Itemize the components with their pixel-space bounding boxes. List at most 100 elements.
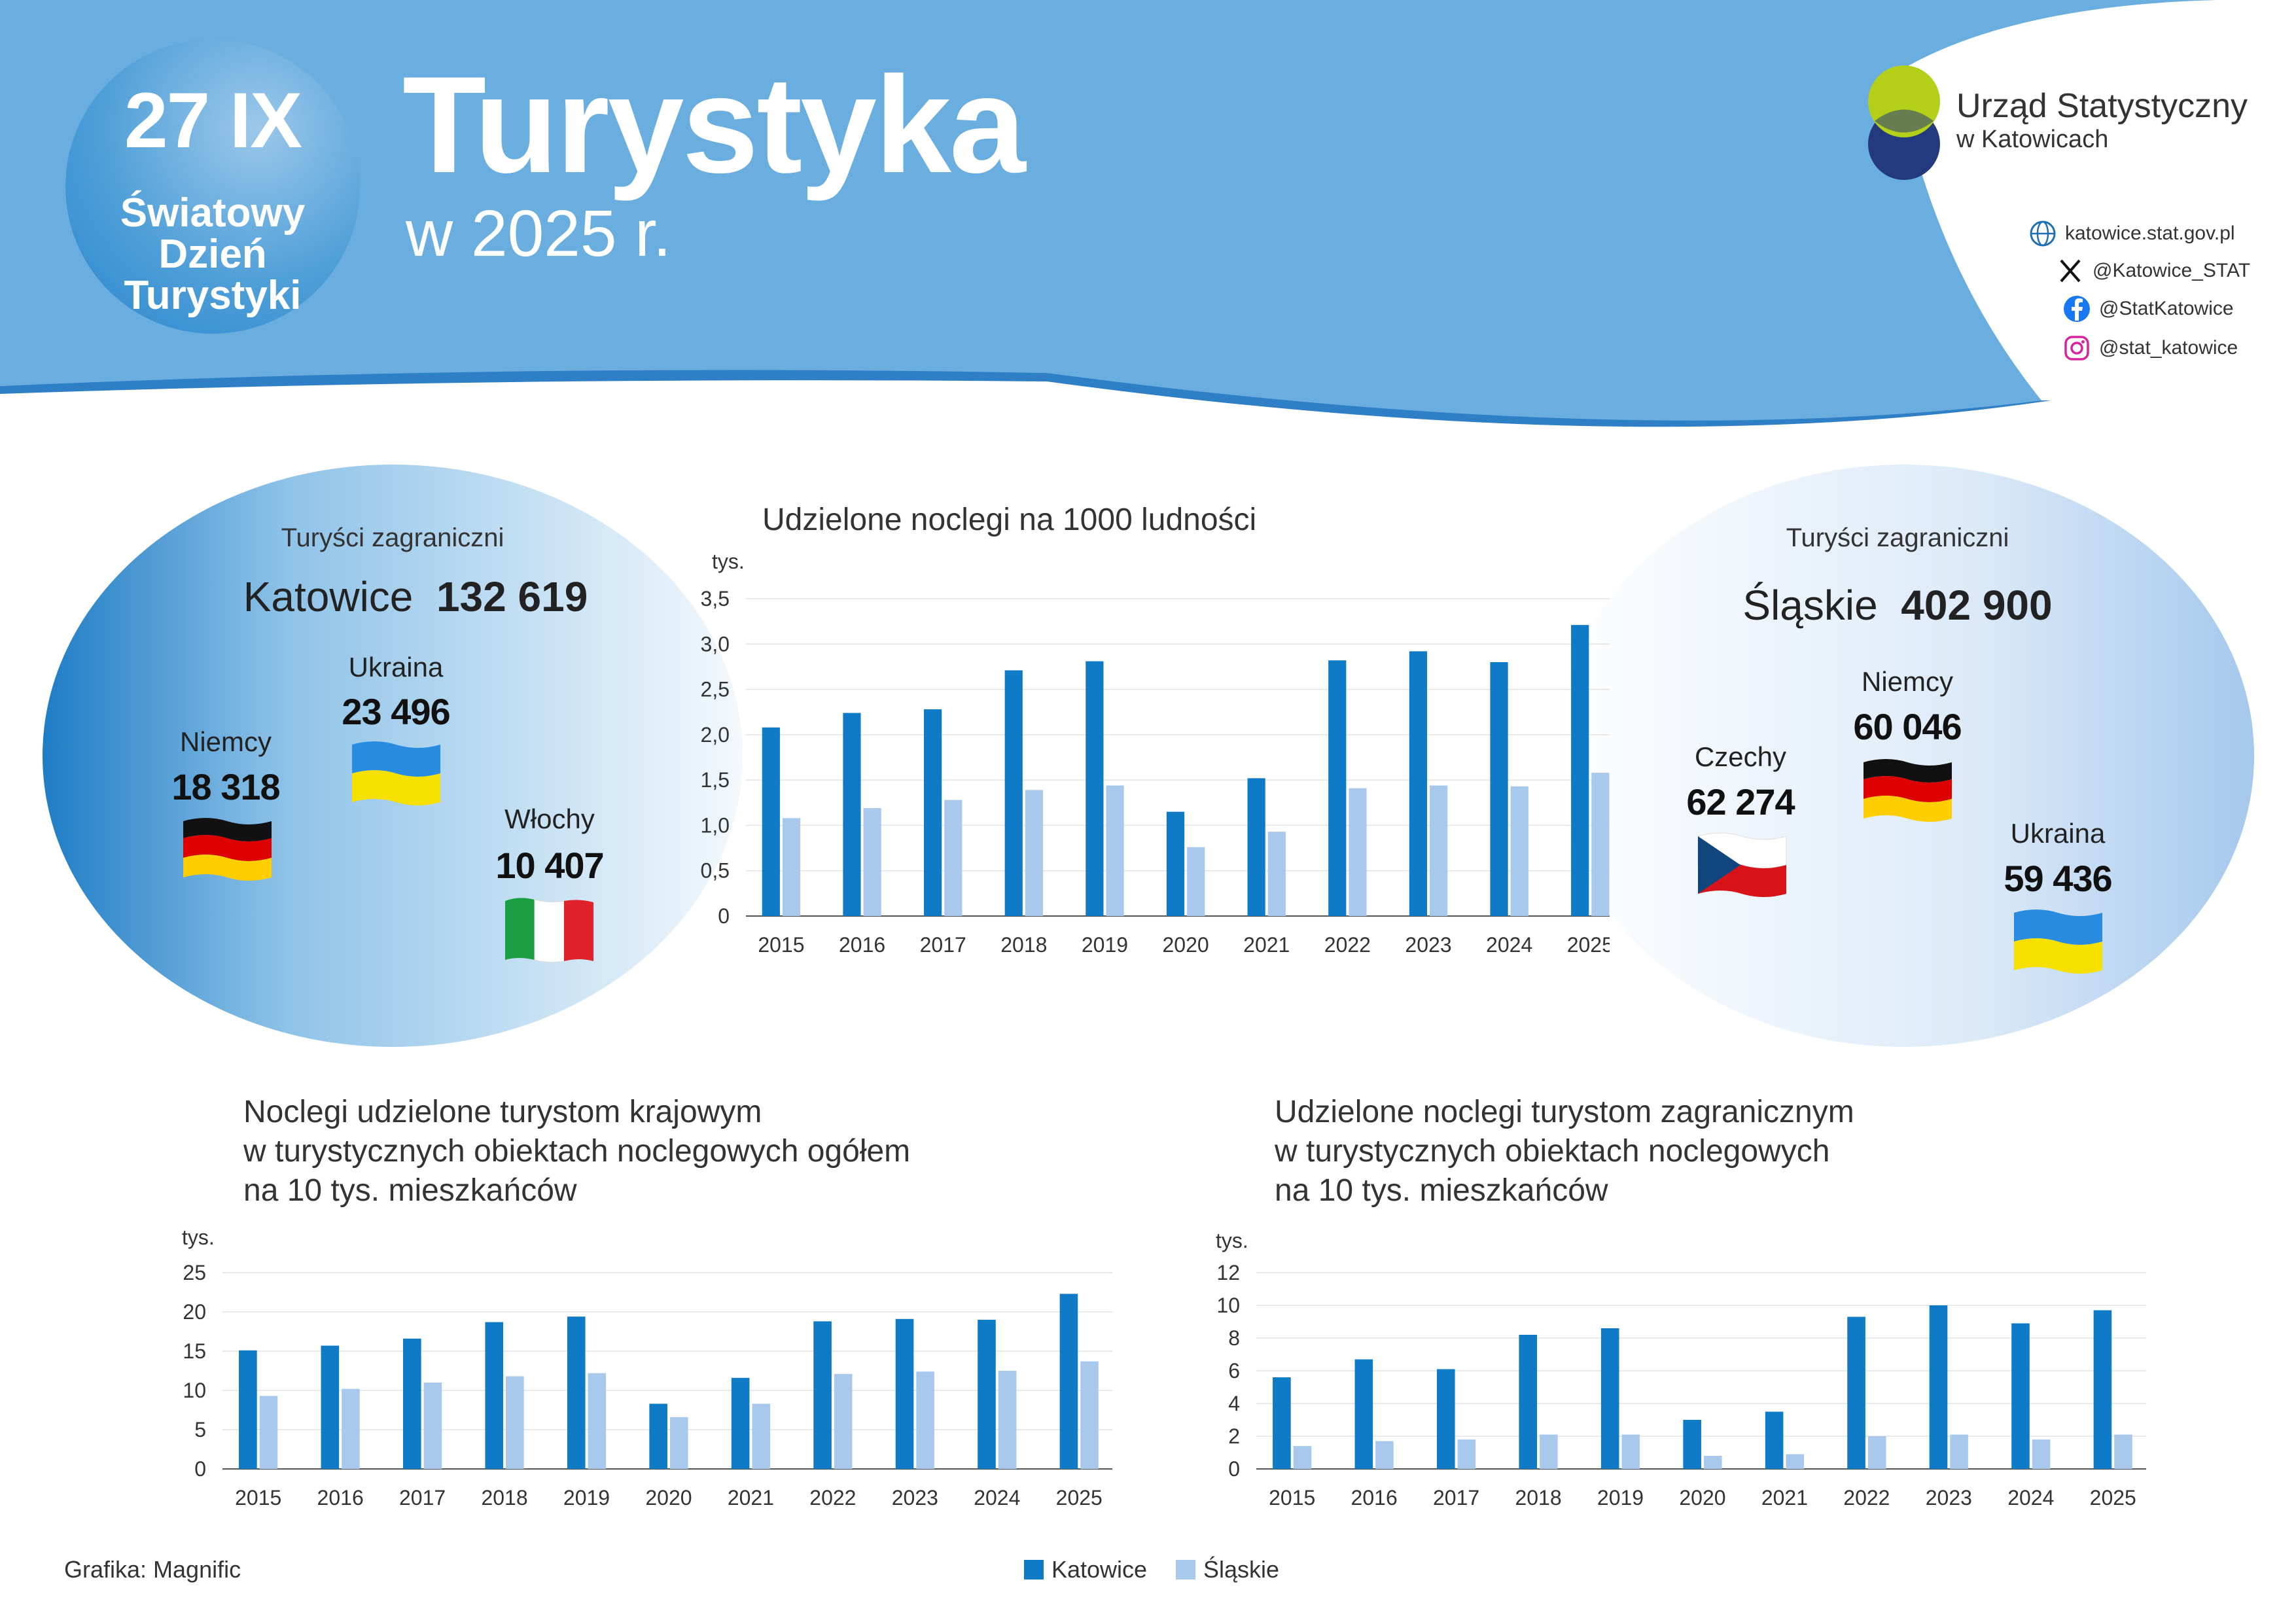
x-tick-label: 2018 <box>1000 933 1047 957</box>
bar-katowice-2019 <box>567 1316 586 1469</box>
czech-flag-icon <box>1697 832 1787 897</box>
y-tick-label: 2,5 <box>701 678 730 701</box>
x-tick-label: 2017 <box>920 933 966 957</box>
social-x[interactable]: @Katowice_STAT <box>2056 256 2250 285</box>
bar-slaskie-2016 <box>342 1388 360 1469</box>
bar-slaskie-2024 <box>998 1371 1017 1469</box>
social-web-label: katowice.stat.gov.pl <box>2065 222 2235 244</box>
y-tick-label: 8 <box>1228 1326 1240 1350</box>
x-tick-label: 2022 <box>1324 933 1371 957</box>
left-country-3-name: Włochy <box>504 803 595 834</box>
x-tick-label: 2015 <box>1269 1486 1315 1509</box>
right-country-1-name: Czechy <box>1694 741 1787 772</box>
y-tick-label: 25 <box>183 1261 206 1284</box>
chart1-title: Udzielone noclegi na 1000 ludności <box>762 503 1257 537</box>
bar-katowice-2018 <box>1004 670 1023 916</box>
ukraine-flag-icon <box>2014 909 2102 974</box>
bar-katowice-2017 <box>924 709 942 916</box>
x-tick-label: 2021 <box>728 1486 774 1509</box>
left-country-1-name: Niemcy <box>179 726 272 757</box>
badge-line-1: Światowy <box>120 190 306 236</box>
x-tick-label: 2021 <box>1761 1486 1808 1509</box>
left-region-name: Katowice <box>243 573 414 620</box>
bar-slaskie-2021 <box>1786 1454 1805 1469</box>
chart1-plot: 0 0,5 1,0 1,5 2,0 2,5 3,0 3,5 2015 2016 2017 2018 20… <box>701 587 1610 957</box>
x-tick-label: 2016 <box>1351 1486 1398 1509</box>
bar-katowice-2025 <box>2093 1310 2112 1469</box>
bar-slaskie-2022 <box>1349 788 1367 916</box>
bar-slaskie-2020 <box>669 1417 688 1469</box>
bar-slaskie-2015 <box>1293 1446 1312 1469</box>
bar-katowice-2023 <box>1929 1305 1948 1469</box>
x-tick-label: 2023 <box>1926 1486 1972 1509</box>
bar-slaskie-2023 <box>916 1371 934 1469</box>
right-region-name: Śląskie <box>1742 582 1878 629</box>
y-tick-label: 3,0 <box>701 632 730 656</box>
legend-swatch-slaskie <box>1176 1560 1195 1580</box>
chart2-title-line-2: w turystycznych obiektach noclegowych og… <box>243 1134 911 1169</box>
bar-katowice-2020 <box>649 1403 667 1469</box>
bar-slaskie-2025 <box>2114 1434 2132 1469</box>
bar-katowice-2022 <box>1847 1316 1865 1469</box>
bar-katowice-2016 <box>321 1345 340 1469</box>
bar-slaskie-2015 <box>259 1396 278 1469</box>
y-tick-label: 20 <box>183 1300 206 1324</box>
x-tick-label: 2019 <box>1082 933 1128 957</box>
bar-katowice-2015 <box>239 1350 257 1469</box>
x-tick-label: 2017 <box>1433 1486 1479 1509</box>
legend-swatch-katowice <box>1024 1560 1044 1580</box>
bar-katowice-2019 <box>1086 661 1104 916</box>
social-x-label: @Katowice_STAT <box>2093 260 2251 281</box>
x-tick-label: 2016 <box>839 933 885 957</box>
right-country-2-value: 60 046 <box>1853 706 1962 747</box>
bar-katowice-2022 <box>813 1321 832 1469</box>
y-tick-label: 4 <box>1228 1392 1240 1415</box>
bar-katowice-2016 <box>843 713 861 916</box>
x-tick-label: 2022 <box>809 1486 856 1509</box>
y-tick-label: 5 <box>194 1418 206 1441</box>
x-tick-label: 2019 <box>1597 1486 1644 1509</box>
bar-katowice-2018 <box>1519 1335 1538 1469</box>
right-country-3-value: 59 436 <box>2004 858 2112 899</box>
bar-katowice-2021 <box>731 1377 750 1469</box>
world-tourism-day-badge: 27 IX Światowy Dzień Turystyki <box>65 39 360 334</box>
bar-slaskie-2021 <box>752 1403 771 1469</box>
x-tick-label: 2017 <box>399 1486 446 1509</box>
y-tick-label: 15 <box>183 1339 206 1363</box>
bar-slaskie-2017 <box>944 800 963 916</box>
bar-slaskie-2021 <box>1267 832 1286 916</box>
bar-slaskie-2018 <box>1540 1434 1558 1469</box>
x-tick-label: 2018 <box>481 1486 527 1509</box>
bar-slaskie-2019 <box>1621 1434 1640 1469</box>
right-region-total: 402 900 <box>1901 582 2053 629</box>
slaskie-blob <box>1554 465 2254 1047</box>
italy-flag-icon <box>505 898 593 963</box>
bar-katowice-2018 <box>485 1322 504 1469</box>
chart3-plot: 0 2 4 6 8 10 12 2015 2016 2017 2018 2019 2020 2021 202… <box>1216 1261 2146 1509</box>
y-tick-label: 10 <box>183 1379 206 1402</box>
graphics-credit: Grafika: Magnific <box>64 1556 241 1583</box>
social-instagram[interactable]: @stat_katowice <box>2062 334 2238 362</box>
bar-katowice-2024 <box>978 1320 996 1469</box>
germany-flag-icon <box>183 818 272 881</box>
bar-slaskie-2015 <box>782 818 801 916</box>
chart3-title: Udzielone noclegi turystom zagranicznym … <box>1275 1093 1854 1210</box>
right-country-3-name: Ukraina <box>2010 818 2106 849</box>
social-web[interactable]: katowice.stat.gov.pl <box>2028 219 2235 248</box>
social-instagram-label: @stat_katowice <box>2099 337 2238 359</box>
bar-slaskie-2024 <box>1510 786 1528 916</box>
chart3-title-line-3: na 10 tys. mieszkańców <box>1275 1173 1608 1208</box>
bar-katowice-2025 <box>1571 625 1589 916</box>
chart2-unit: tys. <box>182 1226 215 1249</box>
chart1-unit: tys. <box>712 550 745 573</box>
social-facebook[interactable]: @StatKatowice <box>2062 294 2234 323</box>
y-tick-label: 0 <box>194 1457 206 1481</box>
y-tick-label: 12 <box>1216 1261 1240 1284</box>
bar-slaskie-2018 <box>506 1376 524 1469</box>
x-tick-label: 2020 <box>1163 933 1209 957</box>
logo-subname: w Katowicach <box>1956 126 2109 153</box>
chart3-unit: tys. <box>1216 1229 1248 1252</box>
bar-slaskie-2020 <box>1187 847 1205 916</box>
bar-slaskie-2022 <box>834 1373 853 1469</box>
x-tick-label: 2016 <box>317 1486 364 1509</box>
